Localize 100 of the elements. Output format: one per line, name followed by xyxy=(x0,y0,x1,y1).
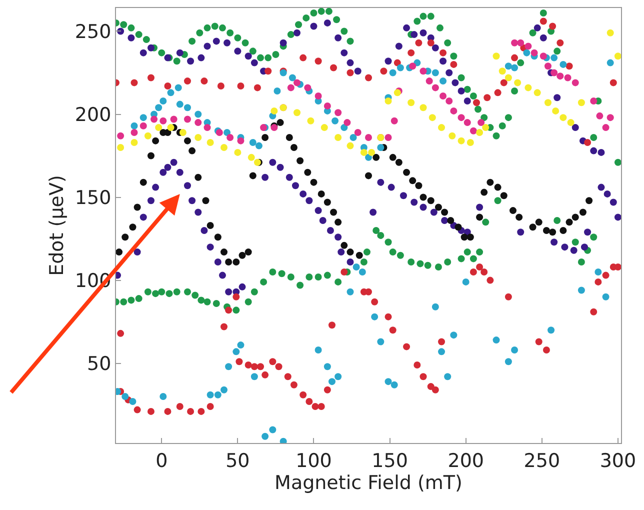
point xyxy=(486,276,494,284)
point xyxy=(389,326,396,334)
point xyxy=(371,313,378,320)
x-tick-label: 200 xyxy=(448,450,484,472)
point xyxy=(530,49,538,56)
point xyxy=(314,58,322,65)
point xyxy=(286,174,293,181)
point xyxy=(610,79,617,86)
point xyxy=(310,9,318,16)
point xyxy=(325,8,332,15)
point xyxy=(312,402,319,410)
point xyxy=(432,69,439,76)
point xyxy=(427,12,434,20)
point xyxy=(542,346,550,354)
point xyxy=(302,14,310,22)
point xyxy=(370,208,377,216)
point xyxy=(129,398,136,405)
point xyxy=(535,338,542,346)
point xyxy=(184,288,191,296)
point xyxy=(346,59,354,66)
point xyxy=(584,138,592,146)
point xyxy=(238,283,246,290)
point xyxy=(564,74,572,82)
point xyxy=(288,74,296,82)
point xyxy=(262,174,269,181)
point xyxy=(354,129,362,136)
point xyxy=(464,119,471,126)
point xyxy=(326,226,334,234)
point xyxy=(346,142,354,150)
point xyxy=(578,258,585,266)
point xyxy=(306,273,313,280)
point xyxy=(458,114,465,122)
point xyxy=(160,97,167,104)
point xyxy=(144,132,152,140)
point xyxy=(194,208,202,216)
point xyxy=(300,190,307,198)
point xyxy=(128,34,135,42)
point xyxy=(264,68,272,75)
point xyxy=(420,29,427,36)
point xyxy=(594,278,602,286)
point xyxy=(494,197,502,204)
point xyxy=(140,114,147,122)
point xyxy=(606,114,614,122)
point xyxy=(450,107,458,114)
point xyxy=(524,42,532,50)
point xyxy=(484,94,491,102)
point xyxy=(590,147,598,154)
point xyxy=(572,79,579,86)
point xyxy=(403,343,410,350)
point xyxy=(365,288,372,296)
point xyxy=(200,226,208,234)
x-tick-label: 0 xyxy=(156,450,168,472)
point xyxy=(236,358,243,366)
point xyxy=(590,134,598,141)
point xyxy=(500,79,508,86)
point xyxy=(170,158,178,166)
point xyxy=(269,268,276,276)
point xyxy=(446,97,453,104)
point xyxy=(394,59,401,66)
x-tick-label: 300 xyxy=(600,450,636,472)
point xyxy=(324,102,331,110)
point xyxy=(504,114,512,122)
point xyxy=(147,44,154,52)
point xyxy=(160,168,167,176)
point xyxy=(296,282,304,289)
point xyxy=(170,116,178,123)
point xyxy=(244,361,252,368)
point xyxy=(444,39,452,46)
point xyxy=(179,129,186,136)
point xyxy=(610,198,617,206)
point xyxy=(250,288,258,296)
point xyxy=(150,116,158,123)
point xyxy=(314,92,322,100)
point xyxy=(444,258,452,266)
point xyxy=(458,255,465,262)
point xyxy=(602,272,610,279)
point xyxy=(300,54,307,62)
y-tick-label: 200 xyxy=(74,104,112,126)
point xyxy=(280,39,287,46)
point xyxy=(410,31,418,38)
point xyxy=(478,119,485,126)
point xyxy=(440,49,447,56)
point xyxy=(244,298,252,306)
point xyxy=(380,68,388,75)
point xyxy=(384,97,392,104)
x-tick-label: 50 xyxy=(226,450,250,472)
point xyxy=(340,49,348,56)
point xyxy=(257,54,264,62)
point xyxy=(384,313,392,320)
point xyxy=(606,59,614,66)
point xyxy=(248,154,255,161)
point xyxy=(384,58,392,65)
point xyxy=(117,132,124,140)
point xyxy=(492,52,500,60)
point xyxy=(462,278,470,286)
point xyxy=(194,119,202,126)
point xyxy=(476,264,484,271)
point xyxy=(173,58,180,65)
point xyxy=(287,273,294,280)
point xyxy=(147,74,154,82)
